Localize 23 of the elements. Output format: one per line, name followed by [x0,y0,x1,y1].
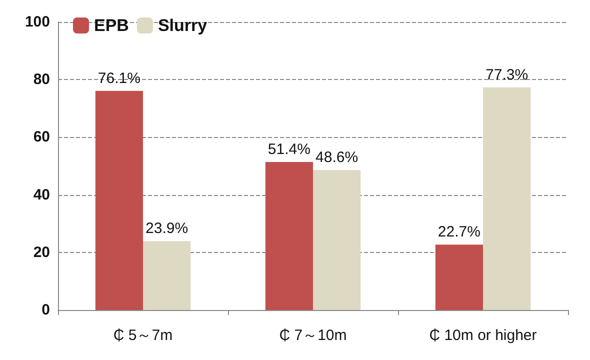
y-tick-label: 80 [33,71,50,88]
data-label: 22.7% [438,224,480,241]
data-label: 77.3% [486,66,528,84]
y-tick-label: 0 [42,302,50,318]
x-tick-label: ₵ 5～7m [113,327,173,344]
y-tick-label: 60 [33,128,50,146]
legend-label: EPB [94,16,129,35]
data-label: 23.9% [146,220,188,238]
bar [265,162,313,310]
bar [143,241,191,310]
y-tick-label: 100 [24,14,50,30]
bar [435,244,483,310]
x-tick-label: ₵ 10m or higher [429,327,537,344]
bar [313,170,361,310]
legend-label: Slurry [158,16,208,35]
x-tick-label: ₵ 7～10m [279,327,347,344]
data-label: 48.6% [316,149,358,166]
data-label: 76.1% [98,70,140,87]
bar [95,90,143,310]
y-tick-label: 20 [33,244,50,261]
y-tick-label: 40 [33,186,50,204]
bar [483,87,531,310]
data-label: 51.4% [268,140,310,158]
